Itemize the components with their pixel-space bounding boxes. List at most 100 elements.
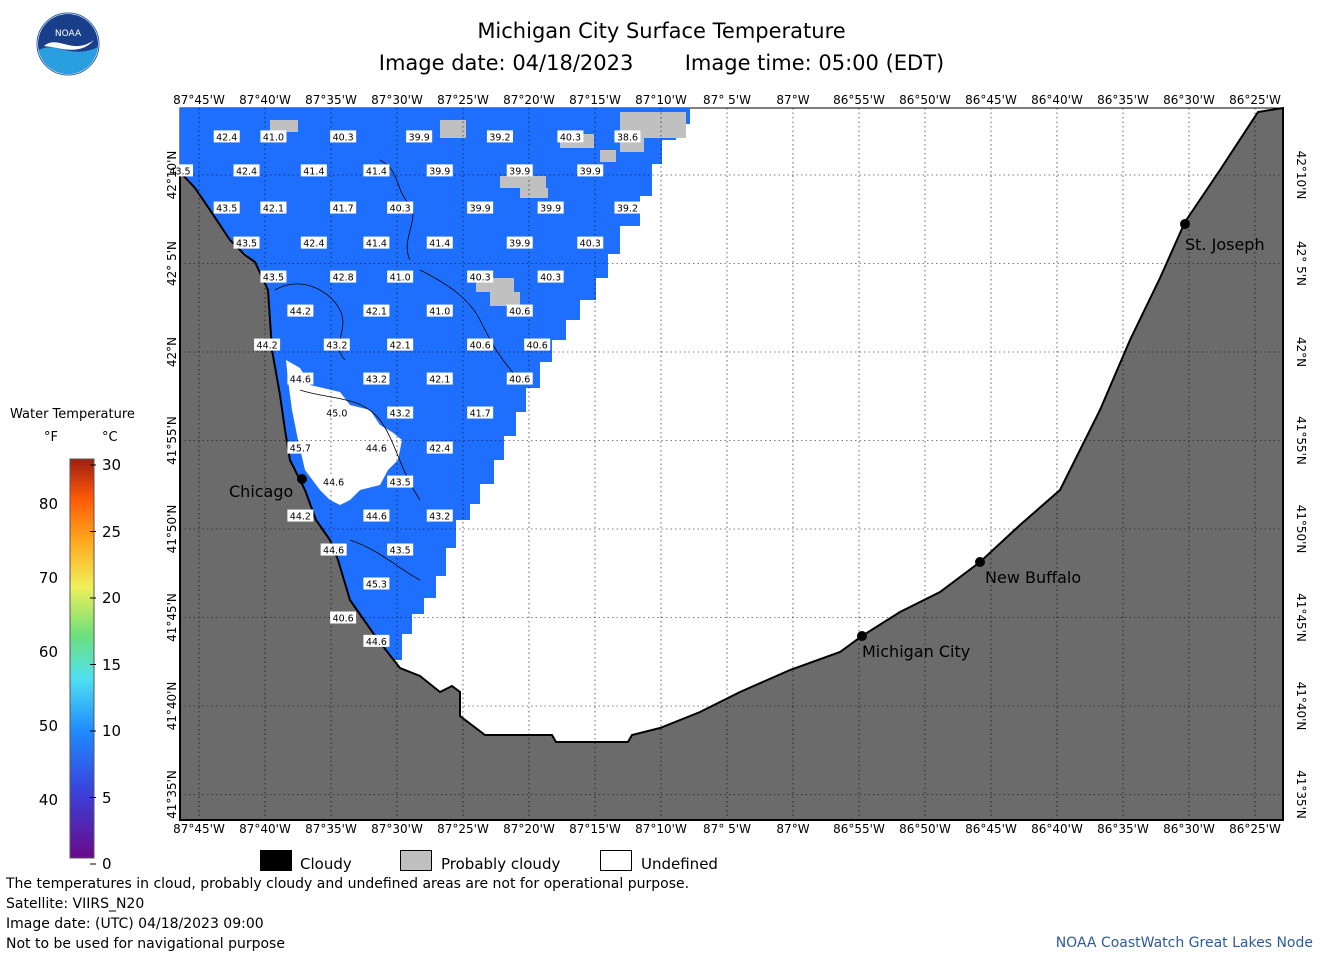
credit-text: NOAA CoastWatch Great Lakes Node xyxy=(1055,935,1313,951)
temperature-value: 38.6 xyxy=(617,132,638,143)
city-label-chicago: Chicago xyxy=(229,482,293,501)
legend-f-tick: 60 xyxy=(38,643,58,661)
lat-label-right: 42°N xyxy=(1294,337,1308,367)
city-label-st-joseph: St. Joseph xyxy=(1185,235,1265,254)
city-label-michigan-city: Michigan City xyxy=(862,642,970,661)
noaa-logo-icon: NOAA xyxy=(36,12,100,76)
legend-f-tick: 70 xyxy=(38,569,58,587)
legend-unit-f: °F xyxy=(44,430,58,445)
lon-label-bottom: 86°25'W xyxy=(1229,822,1281,836)
temperature-label-bg xyxy=(363,441,390,454)
lat-label-right: 42°10'N xyxy=(1294,151,1308,200)
temperature-label-bg xyxy=(506,372,533,385)
lon-label-bottom: 87° 5'W xyxy=(703,822,751,836)
temperature-labels: 42.4 41.0 40.3 39.9 39.2 40.3 38.6 43.5 42.4 41.4… xyxy=(166,130,641,648)
temperature-value: 44.6 xyxy=(323,478,344,489)
lon-label-top: 87° 5'W xyxy=(703,93,751,107)
temperature-value: 40.6 xyxy=(527,341,548,352)
temperature-value: 39.9 xyxy=(540,204,561,215)
temperature-value: 42.4 xyxy=(236,166,257,177)
temperature-label: 41.0 xyxy=(260,130,287,143)
temperature-label: 42.1 xyxy=(260,201,287,215)
temperature-label: 43.2 xyxy=(387,406,414,420)
temperature-label: 39.9 xyxy=(426,164,453,177)
temperature-value: 40.3 xyxy=(580,239,601,250)
temperature-label-bg xyxy=(287,372,314,385)
temperature-value: 40.3 xyxy=(540,273,561,284)
temperature-label: 43.2 xyxy=(323,338,350,352)
lon-label-top: 87°15'W xyxy=(569,93,621,107)
temperature-label: 39.9 xyxy=(537,201,564,215)
lon-label-bottom: 87°25'W xyxy=(437,822,489,836)
temperature-value: 41.4 xyxy=(366,239,387,250)
map-grid xyxy=(180,108,1283,820)
lon-label-bottom: 87°10'W xyxy=(635,822,687,836)
temperature-value: 42.1 xyxy=(263,204,284,215)
temperature-label: 42.1 xyxy=(387,338,414,352)
city-markers: Chicago St. Joseph New Buffalo Michigan … xyxy=(229,219,1265,661)
undefined-area xyxy=(286,360,402,505)
temperature-label-bg xyxy=(467,201,494,214)
lon-label-top: 86°45'W xyxy=(965,93,1017,107)
legend-c-tick: 10 xyxy=(102,722,122,740)
lon-label-bottom: 86°45'W xyxy=(965,822,1017,836)
temperature-value: 43.5 xyxy=(390,546,411,557)
temperature-label-bg xyxy=(363,164,390,177)
legend-color-bar xyxy=(69,458,95,859)
temperature-label-bg xyxy=(524,338,551,351)
lon-label-top: 87°20'W xyxy=(503,93,555,107)
temperature-value: 43.5 xyxy=(263,273,284,284)
temperature-label-bg xyxy=(557,130,584,143)
temperature-label-bg xyxy=(387,406,414,419)
temperature-label: 41.0 xyxy=(426,304,453,318)
lat-label-left: 41°45'N xyxy=(165,593,179,642)
lat-label-left: 41°35'N xyxy=(165,770,179,819)
lon-label-bottom: 86°35'W xyxy=(1097,822,1149,836)
lon-label-top: 87°35'W xyxy=(305,93,357,107)
city-marker-new-buffalo xyxy=(975,557,985,567)
temperature-label: 44.2 xyxy=(287,304,314,318)
city-marker-chicago xyxy=(297,474,307,484)
temperature-label: 40.6 xyxy=(330,611,357,625)
temperature-label-bg xyxy=(467,406,494,419)
temperature-value: 39.2 xyxy=(617,204,638,215)
temperature-label-bg xyxy=(614,201,641,214)
city-label-new-buffalo: New Buffalo xyxy=(985,568,1081,587)
legend-key-cloudy: Cloudy xyxy=(300,855,352,873)
temperature-label: 39.2 xyxy=(486,130,513,143)
temperature-value: 44.6 xyxy=(366,637,387,648)
temperature-label-bg xyxy=(323,338,350,351)
legend-c-tick: 5 xyxy=(102,788,112,807)
temperature-value: 40.6 xyxy=(470,341,491,352)
temperature-label-bg xyxy=(287,304,314,317)
lon-label-bottom: 86°30'W xyxy=(1163,822,1215,836)
temperature-label: 39.9 xyxy=(577,164,604,177)
disclaimer-text: The temperatures in cloud, probably clou… xyxy=(6,876,690,892)
temperature-value: 43.5 xyxy=(390,478,411,489)
map-title: Michigan City Surface Temperature xyxy=(477,19,846,43)
temperature-label: 40.6 xyxy=(506,372,533,386)
temperature-label: 41.4 xyxy=(363,164,390,177)
lon-label-bottom: 86°50'W xyxy=(899,822,951,836)
temperature-value: 42.1 xyxy=(366,307,387,318)
image-time: Image time: 05:00 (EDT) xyxy=(684,51,945,75)
temperature-label-bg xyxy=(387,338,414,351)
temperature-label-bg xyxy=(260,201,287,214)
city-marker-michigan-city xyxy=(857,631,867,641)
legend-title: Water Temperature xyxy=(10,407,135,422)
temperature-label-bg xyxy=(323,406,350,419)
lat-label-right: 41°45'N xyxy=(1294,593,1308,642)
legend-f-tick: 80 xyxy=(38,495,58,513)
temperature-label: 40.6 xyxy=(524,338,551,352)
lon-label-bottom: 87°20'W xyxy=(503,822,555,836)
temperature-label-bg xyxy=(537,201,564,214)
land-illinois xyxy=(179,106,1284,821)
temperature-label-bg xyxy=(363,509,390,522)
legend-f-tick: 50 xyxy=(38,717,58,735)
temperature-label-bg xyxy=(426,236,453,249)
temperature-label: 40.3 xyxy=(330,130,357,143)
temperature-label: 44.2 xyxy=(287,509,314,523)
temperature-value: 39.9 xyxy=(509,166,530,177)
lon-label-top: 86°40'W xyxy=(1031,93,1083,107)
temperature-label: 43.5 xyxy=(387,475,414,489)
